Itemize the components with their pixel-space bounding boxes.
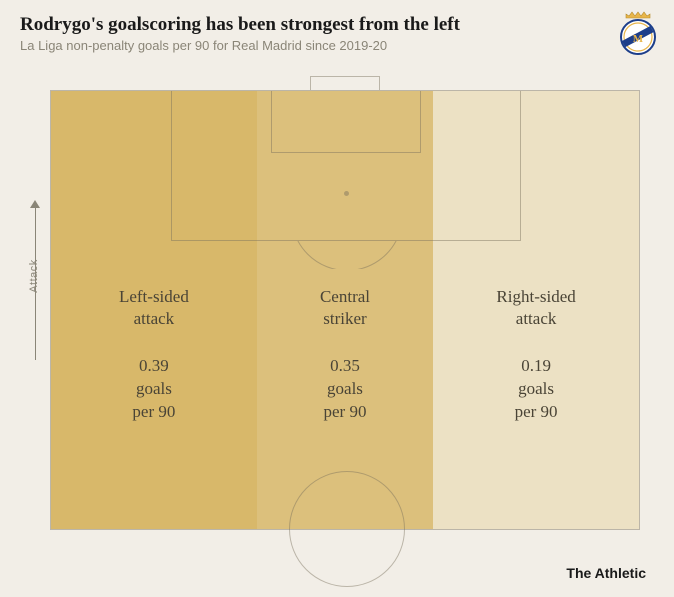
zone-left-label: Left-sided attack	[119, 286, 189, 330]
zone-center-label-l2: striker	[323, 309, 366, 328]
zone-left-stat: 0.39 goals per 90	[132, 355, 175, 424]
pitch-diagram: Left-sided attack 0.39 goals per 90 Cent…	[50, 90, 640, 530]
zone-center-stat-l2: goals	[327, 379, 363, 398]
zone-center-value: 0.35	[330, 356, 360, 375]
zone-right-label-l2: attack	[516, 309, 557, 328]
pitch-goal-line	[310, 76, 380, 90]
zone-center: Central striker 0.35 goals per 90	[257, 91, 433, 529]
zone-center-label-l1: Central	[320, 287, 370, 306]
svg-text:M: M	[633, 33, 644, 45]
credit-text: The Athletic	[566, 565, 646, 581]
zone-right-stat-l2: goals	[518, 379, 554, 398]
chart-subtitle: La Liga non-penalty goals per 90 for Rea…	[20, 38, 654, 53]
zone-left-stat-l2: goals	[136, 379, 172, 398]
club-crest-icon: M	[618, 10, 658, 58]
zone-right-label: Right-sided attack	[496, 286, 575, 330]
zone-center-label: Central striker	[320, 286, 370, 330]
zone-right-label-l1: Right-sided	[496, 287, 575, 306]
chart-title: Rodrygo's goalscoring has been strongest…	[20, 14, 654, 36]
header: Rodrygo's goalscoring has been strongest…	[20, 14, 654, 53]
zone-center-stat: 0.35 goals per 90	[324, 355, 367, 424]
zone-right-stat: 0.19 goals per 90	[515, 355, 558, 424]
pitch-outline: Left-sided attack 0.39 goals per 90 Cent…	[50, 90, 640, 530]
zone-left-label-l1: Left-sided	[119, 287, 189, 306]
zone-right-value: 0.19	[521, 356, 551, 375]
zone-center-stat-l3: per 90	[324, 402, 367, 421]
zone-left-value: 0.39	[139, 356, 169, 375]
attack-direction-arrow: Attack	[26, 200, 44, 360]
zone-left-label-l2: attack	[134, 309, 175, 328]
zone-left-stat-l3: per 90	[132, 402, 175, 421]
attack-label: Attack	[28, 226, 40, 326]
zone-left: Left-sided attack 0.39 goals per 90	[51, 91, 257, 529]
zone-right: Right-sided attack 0.19 goals per 90	[433, 91, 639, 529]
zone-right-stat-l3: per 90	[515, 402, 558, 421]
